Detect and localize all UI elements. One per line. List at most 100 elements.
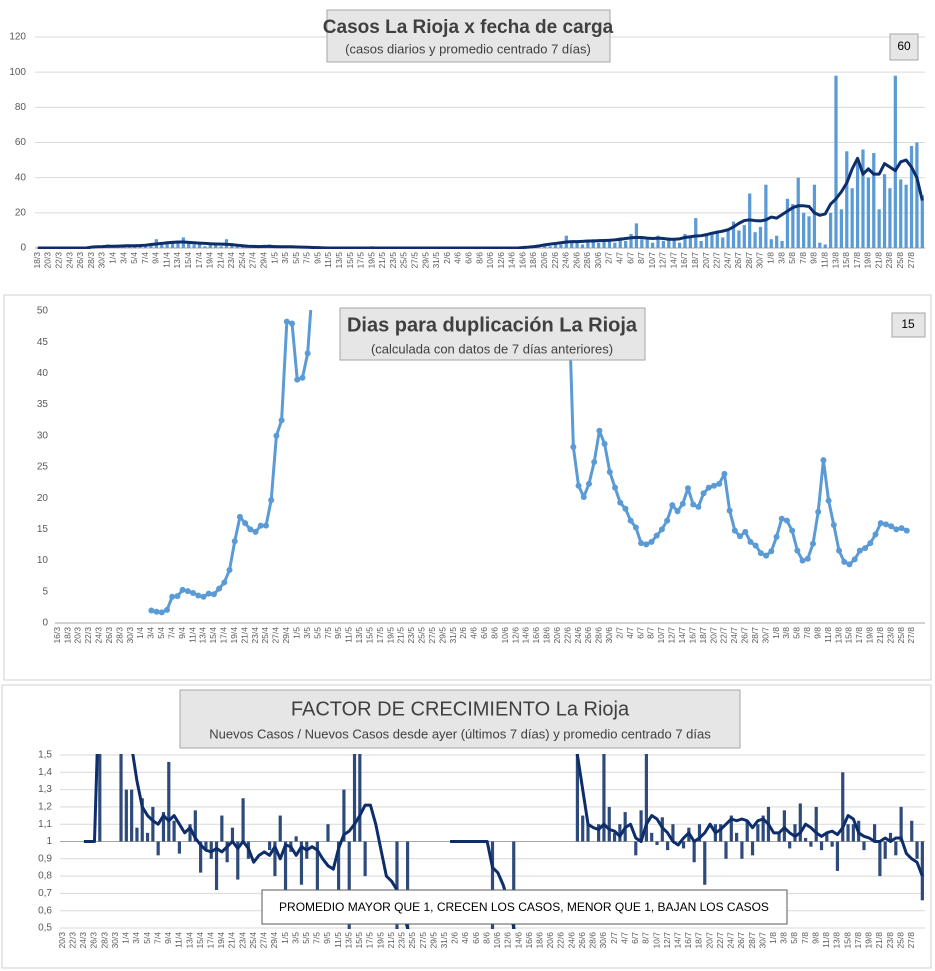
point (664, 517, 671, 524)
x-tick-label: 18/6 (542, 627, 552, 644)
x-tick-label: 21/4 (239, 627, 249, 644)
bar (570, 242, 574, 248)
x-tick-label: 27/8 (906, 932, 916, 949)
bar (719, 824, 723, 842)
x-tick-label: 26/3 (104, 627, 114, 644)
point (200, 593, 207, 600)
point (242, 520, 249, 527)
point (658, 526, 665, 533)
bar (899, 179, 903, 248)
bar (915, 841, 919, 859)
x-tick-label: 15/5 (354, 932, 364, 949)
x-tick-label: 23/8 (884, 252, 894, 269)
x-tick-label: 20/3 (57, 932, 67, 949)
point (216, 585, 223, 592)
x-tick-label: 11/5 (333, 932, 343, 948)
point (158, 609, 165, 616)
bar (294, 836, 298, 842)
bar (823, 244, 827, 248)
bar (580, 244, 585, 248)
x-tick-label: 6/7 (630, 932, 640, 944)
x-tick-label: 28/6 (582, 252, 592, 269)
bar (167, 761, 171, 842)
y-tick-label: 0,7 (38, 888, 52, 899)
x-tick-label: 24/7 (729, 627, 739, 644)
y-tick-label: 40 (37, 368, 49, 379)
bar (283, 841, 288, 908)
x-tick-label: 5/4 (129, 252, 139, 264)
bar (791, 204, 795, 248)
bar (715, 230, 719, 248)
x-tick-label: 30/6 (598, 932, 608, 949)
x-tick-label: 23/4 (237, 932, 247, 949)
x-tick-label: 27/4 (271, 627, 281, 644)
bar (899, 806, 903, 842)
bar (872, 153, 876, 248)
x-tick-label: 18/7 (694, 932, 704, 949)
y-tick-label: 15 (37, 524, 49, 535)
x-tick-label: 25/8 (895, 252, 905, 269)
x-tick-label: 27/4 (259, 932, 269, 949)
x-tick-label: 30/7 (755, 252, 765, 269)
title-box (179, 689, 741, 749)
x-tick-label: 30/6 (593, 252, 603, 269)
bar (888, 832, 893, 842)
point (174, 593, 181, 600)
point (601, 440, 608, 447)
point (622, 505, 629, 512)
bar (342, 789, 346, 842)
chart-title: Casos La Rioja x fecha de carga (323, 17, 614, 38)
bar (650, 242, 655, 248)
annotation-box (891, 312, 926, 338)
y-tick-label: 30 (37, 430, 49, 441)
bar (639, 810, 643, 842)
point (684, 485, 691, 492)
bar (818, 242, 822, 248)
bar (745, 820, 749, 842)
point (612, 484, 619, 491)
bar (219, 246, 223, 248)
x-tick-label: 22/7 (712, 252, 722, 269)
x-tick-label: 21/5 (396, 627, 406, 644)
x-tick-label: 7/5 (302, 252, 312, 264)
x-tick-label: 20/3 (43, 252, 53, 269)
x-tick-label: 6/6 (479, 627, 489, 639)
x-tick-label: 11/8 (821, 932, 831, 948)
x-tick-label: 5/8 (792, 627, 802, 639)
x-tick-label: 9/4 (151, 252, 161, 264)
point (726, 507, 733, 514)
x-tick-label: 31/5 (439, 932, 449, 949)
bar (214, 841, 219, 890)
bar (782, 810, 786, 842)
bar (703, 841, 707, 885)
point (747, 538, 754, 545)
bar (406, 841, 410, 929)
x-tick-label: 17/8 (852, 252, 862, 269)
x-tick-label: 11/4 (187, 627, 197, 643)
x-tick-label: 14/7 (672, 932, 682, 949)
bar (192, 244, 196, 248)
bar (268, 841, 272, 851)
x-tick-label: 26/6 (577, 932, 587, 949)
point (179, 586, 186, 593)
bar (161, 812, 166, 842)
x-tick-label: 21/5 (377, 252, 387, 269)
x-tick-label: 22/7 (719, 627, 729, 644)
x-tick-label: 28/7 (750, 627, 760, 644)
bar (729, 815, 733, 842)
bar (629, 233, 633, 248)
point (898, 525, 905, 532)
title-box (339, 307, 646, 361)
x-tick-label: 1/8 (771, 627, 781, 639)
x-tick-label: 30/6 (604, 627, 614, 644)
x-tick-label: 26/3 (89, 932, 99, 949)
y-tick-label: 20 (37, 493, 49, 504)
y-tick-label: 0,6 (38, 905, 52, 916)
x-tick-label: 3/5 (280, 252, 290, 264)
bar (909, 146, 914, 248)
x-tick-label: 25/5 (399, 252, 409, 269)
x-tick-label: 6/7 (635, 627, 645, 639)
x-tick-label: 26/7 (740, 627, 750, 644)
bar (904, 184, 908, 248)
